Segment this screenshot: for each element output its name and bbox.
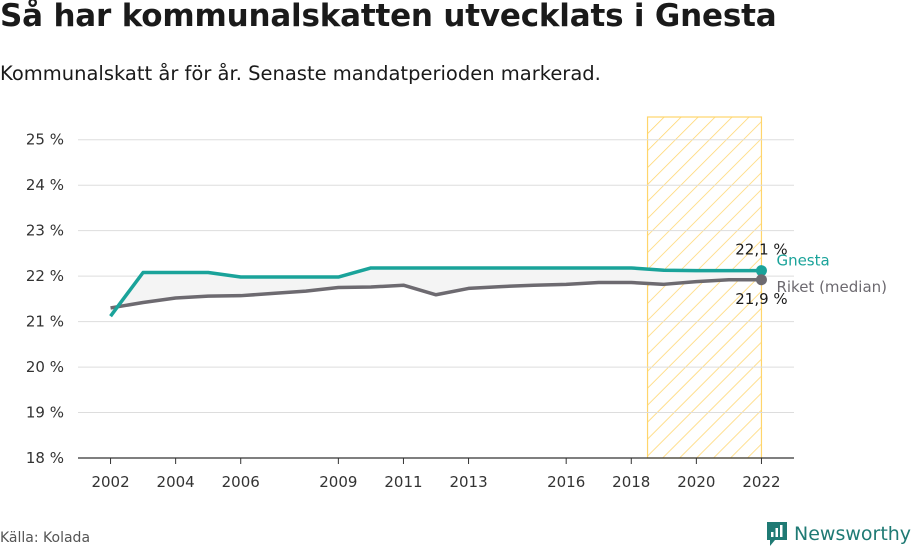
- end-marker-riket: [755, 274, 767, 286]
- y-tick-label: 21 %: [26, 313, 64, 331]
- value-label-gnesta: 22,1 %: [735, 241, 787, 259]
- chart-title: Så har kommunalskatten utvecklats i Gnes…: [0, 0, 777, 34]
- y-tick-label: 23 %: [26, 222, 64, 240]
- value-label-riket: 21,9 %: [735, 290, 787, 308]
- y-tick-label: 24 %: [26, 176, 64, 194]
- y-tick-label: 25 %: [26, 131, 64, 149]
- x-tick-label: 2011: [384, 473, 422, 491]
- y-tick-label: 18 %: [26, 449, 64, 467]
- series-name-gnesta: Gnesta: [776, 252, 829, 270]
- y-tick-label: 19 %: [26, 404, 64, 422]
- source-note: Källa: Kolada: [0, 530, 91, 546]
- x-tick-label: 2020: [677, 473, 715, 491]
- brand-name: Newsworthy: [794, 523, 912, 545]
- highlight-period: [646, 116, 763, 459]
- series-line-gnesta: [109, 266, 762, 318]
- chart-subtitle: Kommunalskatt år för år. Senaste mandatp…: [0, 62, 601, 85]
- newsworthy-logo: Newsworthy: [765, 520, 911, 548]
- end-marker-gnesta: [755, 265, 767, 277]
- x-tick-label: 2016: [547, 473, 585, 491]
- series-line-riket: [110, 278, 762, 310]
- x-tick-label: 2006: [222, 473, 260, 491]
- x-tick-label: 2009: [319, 473, 357, 491]
- difference-area: [110, 267, 762, 317]
- series-name-riket: Riket (median): [776, 278, 887, 296]
- x-tick-label: 2022: [742, 473, 780, 491]
- y-tick-label: 20 %: [26, 358, 64, 376]
- x-tick-label: 2002: [91, 473, 129, 491]
- y-tick-label: 22 %: [26, 267, 64, 285]
- newsworthy-logo-icon: [767, 522, 787, 546]
- x-tick-label: 2018: [612, 473, 650, 491]
- x-tick-label: 2004: [157, 473, 195, 491]
- x-tick-label: 2013: [449, 473, 487, 491]
